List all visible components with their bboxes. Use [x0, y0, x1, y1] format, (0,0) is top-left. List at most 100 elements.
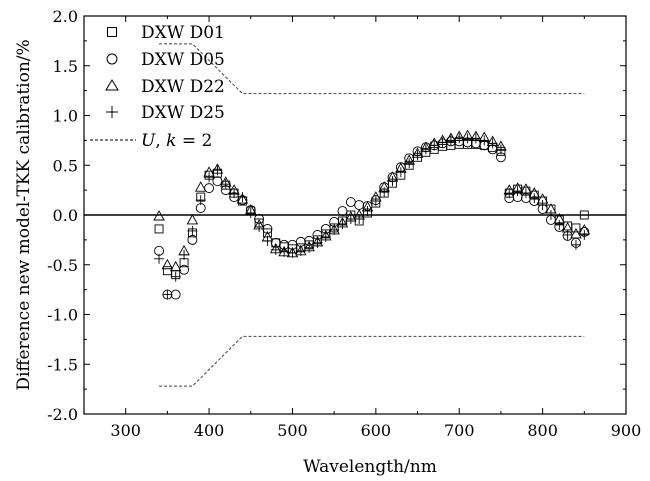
- uncertainty-upper-line: [159, 43, 585, 95]
- data-point-plus: [220, 179, 231, 190]
- data-point-circle: [212, 176, 223, 187]
- legend-label-d25: DXW D25: [141, 103, 225, 123]
- y-tick-label: 0.5: [53, 156, 78, 175]
- y-axis-title: Difference new model-TKK calibration/%: [14, 39, 34, 390]
- data-point-triangle: [153, 210, 165, 221]
- data-point-plus: [454, 133, 465, 144]
- x-tick-label: 500: [277, 421, 308, 440]
- data-point-plus: [487, 138, 498, 149]
- data-point-plus: [229, 188, 240, 199]
- data-point-circle: [179, 264, 190, 275]
- data-point-triangle: [194, 181, 207, 192]
- legend-entry-d22: DXW D22: [105, 77, 225, 97]
- y-tick-label: -1.5: [47, 355, 78, 374]
- legend: DXW D01 DXW D05 DXW D22 DXW D25 U, k = 2: [90, 23, 225, 151]
- data-point-plus: [429, 140, 440, 151]
- data-point-triangle: [161, 258, 174, 270]
- legend-marker-plus: [106, 106, 118, 118]
- y-tick-label: 1.0: [53, 107, 78, 126]
- y-tick-label: -1.0: [47, 306, 78, 325]
- data-point-plus: [287, 247, 298, 258]
- x-axis-title: Wavelength/nm: [303, 457, 437, 477]
- legend-label-d05: DXW D05: [141, 50, 225, 70]
- legend-label-d22: DXW D22: [141, 77, 225, 97]
- data-point-plus: [537, 200, 548, 211]
- x-tick-label: 800: [527, 421, 558, 440]
- data-point-circle: [337, 206, 348, 216]
- data-point-plus: [387, 176, 398, 187]
- series-circle: [154, 136, 590, 300]
- data-point-plus: [337, 218, 348, 229]
- y-tick-label: 1.5: [53, 57, 78, 76]
- data-point-plus: [495, 144, 506, 155]
- plot-area: [83, 15, 627, 415]
- data-point-circle: [170, 289, 181, 300]
- data-point-plus: [504, 188, 515, 199]
- data-point-plus: [470, 133, 481, 144]
- data-point-plus: [412, 150, 423, 161]
- data-point-plus: [154, 253, 165, 264]
- data-point-plus: [162, 289, 173, 300]
- data-point-plus: [279, 246, 290, 257]
- data-point-plus: [304, 242, 315, 253]
- data-point-plus: [320, 231, 331, 242]
- x-tick-label: 700: [444, 421, 475, 440]
- legend-entry-d05: DXW D05: [106, 50, 225, 70]
- data-point-circle: [345, 197, 356, 208]
- legend-label-u: U, k = 2: [141, 131, 212, 151]
- data-point-plus: [554, 219, 565, 230]
- data-point-plus: [362, 206, 373, 217]
- y-tick-label: 2.0: [53, 7, 78, 26]
- data-point-plus: [204, 172, 215, 183]
- legend-entry-u: U, k = 2: [90, 131, 212, 151]
- data-point-plus: [195, 195, 206, 206]
- data-point-circle: [354, 200, 365, 211]
- data-point-plus: [370, 196, 381, 207]
- y-tick-label: 0.0: [53, 206, 78, 225]
- x-tick-label: 900: [611, 421, 642, 440]
- series-plus: [154, 133, 590, 300]
- data-point-plus: [329, 224, 340, 235]
- data-point-plus: [379, 187, 390, 198]
- data-point-plus: [520, 188, 531, 199]
- data-point-plus: [420, 144, 431, 155]
- data-point-plus: [212, 165, 223, 176]
- data-point-triangle: [236, 193, 249, 204]
- data-point-plus: [529, 193, 540, 204]
- data-point-square: [162, 266, 172, 276]
- uncertainty-lower-line: [159, 335, 585, 387]
- data-point-plus: [395, 167, 406, 178]
- data-point-plus: [545, 210, 556, 220]
- legend-marker-square: [107, 27, 117, 37]
- axis-ticks: [83, 15, 627, 415]
- data-point-plus: [295, 245, 306, 256]
- data-point-plus: [170, 271, 181, 282]
- data-point-plus: [312, 237, 323, 248]
- data-point-square: [579, 210, 589, 220]
- data-point-plus: [404, 158, 415, 169]
- data-point-plus: [262, 235, 273, 246]
- data-point-square: [571, 223, 581, 233]
- data-point-triangle: [169, 260, 182, 272]
- data-point-plus: [462, 133, 473, 144]
- data-point-plus: [437, 137, 448, 148]
- legend-entry-d25: DXW D25: [106, 103, 225, 123]
- x-tick-label: 600: [361, 421, 392, 440]
- data-point-plus: [237, 192, 248, 203]
- legend-entry-d01: DXW D01: [107, 23, 225, 43]
- x-tick-label: 400: [194, 421, 225, 440]
- y-tick-label: -0.5: [47, 256, 78, 275]
- data-point-plus: [179, 249, 190, 260]
- data-point-plus: [562, 229, 573, 240]
- data-point-plus: [187, 225, 198, 236]
- data-point-plus: [579, 229, 590, 240]
- data-point-plus: [354, 213, 365, 224]
- tick-labels: 300 400 500 600 700 800 900 2.0 1.5 1.0 0.5 0.0 -0.5…: [47, 7, 641, 440]
- data-point-triangle: [186, 214, 199, 225]
- data-point-plus: [270, 244, 281, 255]
- data-point-plus: [254, 221, 265, 232]
- data-point-plus: [479, 135, 490, 146]
- legend-marker-circle: [106, 53, 118, 65]
- data-point-square: [154, 224, 164, 234]
